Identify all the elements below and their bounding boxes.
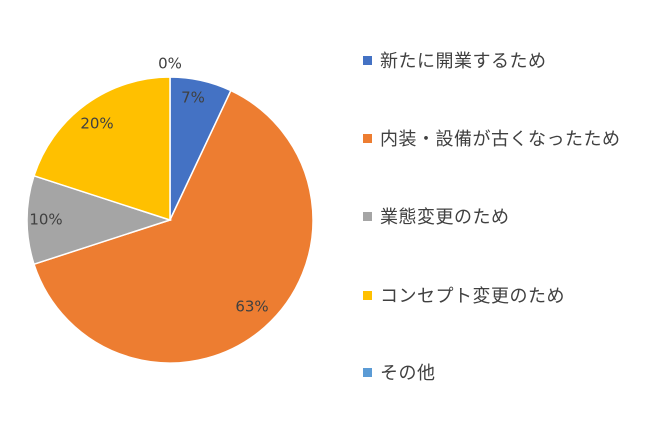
legend-label: その他 — [380, 363, 436, 384]
legend-label: 新たに開業するため — [380, 51, 547, 72]
legend-label: コンセプト変更のため — [380, 286, 565, 307]
pie-slice — [33, 76, 171, 222]
pie-slice — [26, 174, 173, 266]
data-label: 63% — [235, 298, 268, 316]
data-label: 20% — [80, 115, 113, 133]
data-label: 7% — [181, 89, 205, 107]
chart-legend: 新たに開業するため 内装・設備が古くなったため 業態変更のため コンセプト変更の… — [363, 0, 650, 438]
legend-item: 業態変更のため — [363, 204, 510, 228]
legend-item: 内装・設備が古くなったため — [363, 126, 621, 150]
pie-slice — [33, 89, 314, 364]
legend-swatch — [363, 55, 372, 65]
legend-label: 内装・設備が古くなったため — [380, 129, 621, 150]
legend-item: その他 — [363, 360, 436, 384]
legend-swatch — [363, 133, 372, 143]
legend-label: 業態変更のため — [380, 207, 510, 228]
legend-swatch — [363, 367, 372, 377]
legend-swatch — [363, 211, 372, 221]
data-label: 0% — [158, 55, 182, 73]
data-label: 10% — [29, 211, 62, 229]
legend-item: コンセプト変更のため — [363, 283, 565, 307]
legend-item: 新たに開業するため — [363, 48, 547, 72]
legend-swatch — [363, 290, 372, 300]
